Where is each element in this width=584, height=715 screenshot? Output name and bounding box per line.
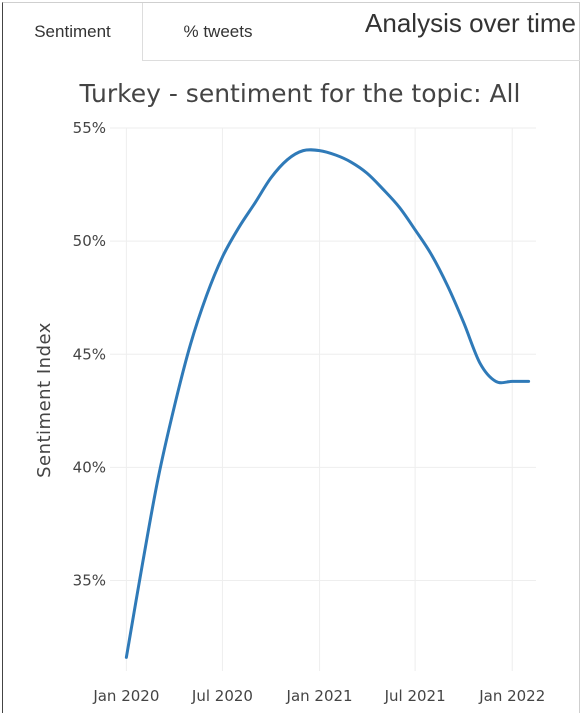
y-tick-label: 35% [73,572,106,590]
x-tick-label: Jan 2021 [286,687,353,705]
y-axis-title: Sentiment Index [34,322,55,478]
y-tick-label: 50% [73,232,106,250]
tab-percent-tweets-label: % tweets [183,21,253,41]
y-tick-label: 45% [73,345,106,363]
section-title: Analysis over time [365,8,576,38]
tab-bar-underline [293,60,580,61]
x-tick-labels: Jan 2020 Jul 2020 Jan 2021 Jul 2021 Jan 2022 [92,687,545,705]
sentiment-series-line [124,148,531,659]
y-tick-label: 55% [73,119,106,137]
y-tick-labels: 35% 40% 45% 50% 55% [73,119,106,590]
tab-bar: Sentiment % tweets [3,3,580,61]
chart-title: Turkey - sentiment for the topic: All [79,79,521,108]
x-tick-label: Jul 2021 [384,687,446,705]
tab-sentiment-label: Sentiment [34,22,111,41]
series-layer [124,148,531,659]
tab-sentiment[interactable]: Sentiment [3,3,143,61]
grid-layer [110,127,536,671]
x-tick-label: Jan 2022 [478,687,545,705]
x-tick-label: Jul 2020 [191,687,253,705]
x-tick-label: Jan 2020 [92,687,159,705]
tab-percent-tweets[interactable]: % tweets [143,3,293,61]
y-tick-label: 40% [73,458,106,476]
